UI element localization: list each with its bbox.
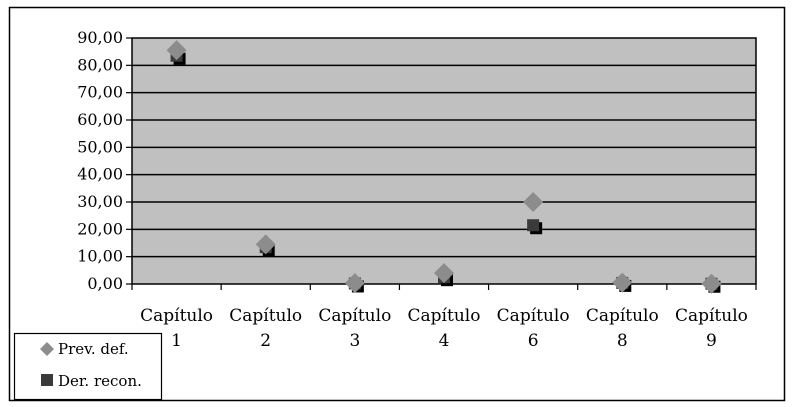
x-category-name: Capítulo bbox=[675, 306, 748, 326]
y-tick-label: 80,00 bbox=[77, 55, 123, 74]
prev-def-point bbox=[434, 263, 454, 284]
y-axis: 0,00 10,00 20,00 30,00 40,00 50,00 60,00 70,00 8… bbox=[77, 28, 132, 293]
x-category-number: 6 bbox=[528, 331, 539, 351]
legend-item-prev-def: Prev. def. bbox=[40, 340, 129, 358]
x-category-label: Capítulo 2 bbox=[229, 306, 302, 351]
y-tick-label: 50,00 bbox=[77, 137, 123, 156]
y-tick-label: 0,00 bbox=[87, 274, 123, 293]
x-category-number: 9 bbox=[706, 331, 717, 351]
legend-item-der-recon: Der. recon. bbox=[41, 372, 142, 390]
x-category-label: Capítulo 1 bbox=[140, 306, 213, 351]
legend-diamond-marker bbox=[40, 342, 54, 356]
y-tick-label: 10,00 bbox=[77, 247, 123, 266]
legend-label-der-recon: Der. recon. bbox=[58, 372, 142, 390]
y-tick-label: 70,00 bbox=[77, 83, 123, 102]
legend: Prev. def. Der. recon. bbox=[13, 332, 163, 401]
prev-def-point bbox=[344, 273, 365, 294]
x-category-number: 1 bbox=[171, 331, 182, 351]
plot-background bbox=[131, 37, 757, 285]
x-category-label: Capítulo 3 bbox=[318, 306, 391, 351]
x-category-name: Capítulo bbox=[408, 306, 481, 326]
x-category-name: Capítulo bbox=[497, 306, 570, 326]
plot-area bbox=[131, 37, 757, 285]
x-category-name: Capítulo bbox=[586, 306, 659, 326]
x-axis: Capítulo1Capítulo2Capítulo3Capítulo4Capí… bbox=[131, 284, 757, 351]
prev-def-point bbox=[612, 272, 633, 293]
data-points bbox=[166, 40, 722, 294]
x-category-name: Capítulo bbox=[318, 306, 391, 326]
y-tick-label: 60,00 bbox=[77, 110, 123, 129]
x-category-label: Capítulo 4 bbox=[408, 306, 481, 351]
der-recon-point bbox=[527, 219, 540, 232]
x-category-label: Capítulo 9 bbox=[675, 306, 748, 351]
x-category-number: 2 bbox=[260, 331, 271, 351]
x-category-name: Capítulo bbox=[229, 306, 302, 326]
x-category-number: 4 bbox=[439, 331, 450, 351]
y-tick-label: 40,00 bbox=[77, 165, 123, 184]
x-category-number: 8 bbox=[617, 331, 628, 351]
prev-def-point bbox=[255, 234, 276, 255]
prev-def-point bbox=[523, 192, 544, 212]
prev-def-point bbox=[701, 273, 722, 294]
x-category-number: 3 bbox=[349, 331, 360, 351]
x-category-label: Capítulo 8 bbox=[586, 306, 659, 351]
legend-label-prev-def: Prev. def. bbox=[58, 340, 129, 358]
prev-def-point bbox=[166, 40, 187, 61]
legend-square-marker bbox=[41, 374, 53, 386]
y-tick-label: 30,00 bbox=[77, 192, 123, 211]
x-category-label: Capítulo 6 bbox=[497, 306, 570, 351]
legend-box bbox=[13, 332, 163, 401]
x-category-name: Capítulo bbox=[140, 306, 213, 326]
y-tick-label: 20,00 bbox=[77, 219, 123, 238]
y-tick-label: 90,00 bbox=[77, 28, 123, 47]
